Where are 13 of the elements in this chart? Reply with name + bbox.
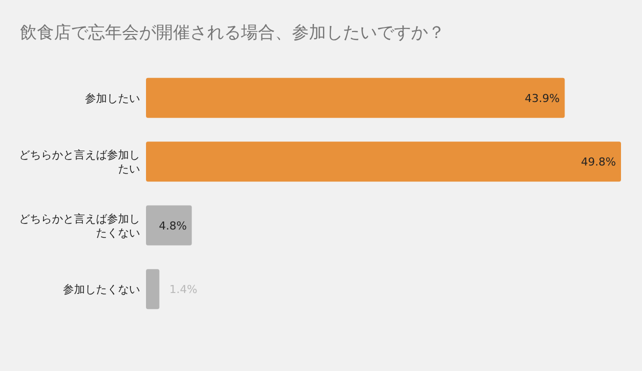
chart-title: 飲食店で忘年会が開催される場合、参加したいですか？ <box>20 23 445 43</box>
y-tick-label: どちらかと言えば参加したくない <box>19 212 140 240</box>
bar <box>146 269 160 310</box>
y-tick-label: どちらかと言えば参加したい <box>19 148 140 176</box>
bar <box>146 142 621 182</box>
y-tick-label: 参加したくない <box>63 283 140 296</box>
data-label: 49.8% <box>581 156 616 169</box>
y-tick-label: 参加したい <box>85 92 140 105</box>
bar <box>146 78 565 118</box>
data-label: 4.8% <box>158 219 187 232</box>
data-label: 1.4% <box>169 283 198 296</box>
bar <box>146 205 192 246</box>
data-label: 43.9% <box>524 92 560 105</box>
